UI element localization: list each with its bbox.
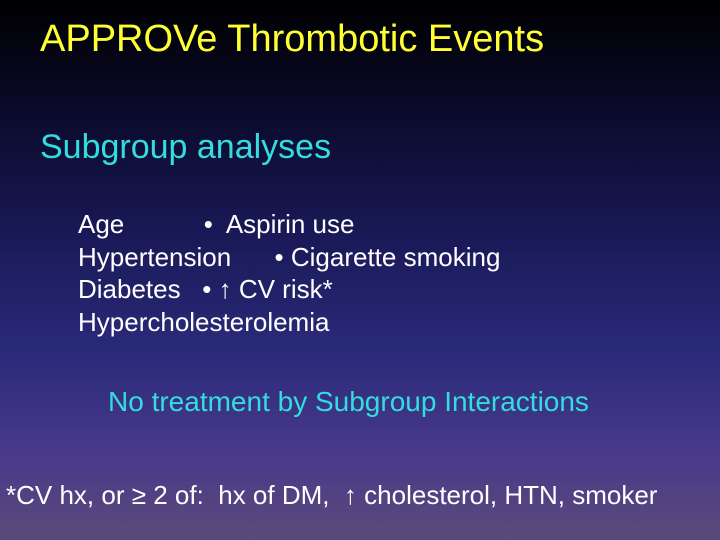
- body-line-2: Hypertension • Cigarette smoking: [78, 241, 500, 274]
- slide-subtitle: Subgroup analyses: [40, 128, 331, 167]
- body-line-1: Age • Aspirin use: [78, 208, 500, 241]
- body-line-3: Diabetes • ↑ CV risk*: [78, 273, 500, 306]
- slide-title: APPROVe Thrombotic Events: [40, 18, 544, 61]
- body-block: Age • Aspirin use Hypertension • Cigaret…: [78, 208, 500, 338]
- body-line-4: Hypercholesterolemia: [78, 306, 500, 339]
- conclusion-text: No treatment by Subgroup Interactions: [108, 386, 589, 418]
- footnote-text: *CV hx, or ≥ 2 of: hx of DM, ↑ cholester…: [6, 480, 657, 511]
